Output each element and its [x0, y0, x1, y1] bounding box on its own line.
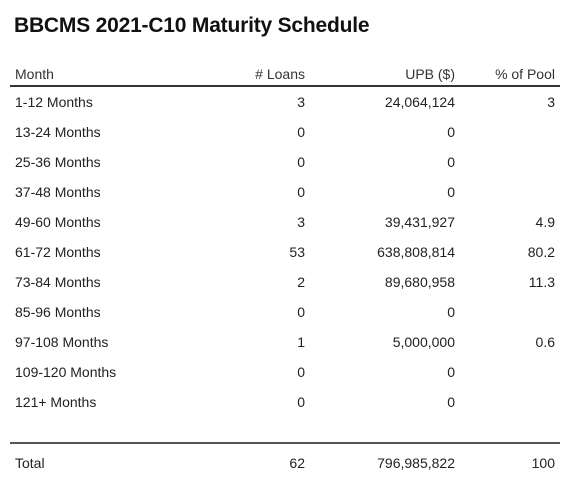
row-upb: 638,808,814	[377, 244, 455, 260]
maturity-table: Month # Loans UPB ($) % of Pool 1-12 Mon…	[10, 63, 560, 482]
row-loans: 0	[297, 394, 305, 410]
total-label: Total	[15, 455, 45, 471]
total-loans: 62	[289, 455, 305, 471]
row-loans: 0	[297, 124, 305, 140]
table-row: 121+ Months 0 0	[10, 387, 560, 417]
table-row: 97-108 Months 1 5,000,000 0.6	[10, 327, 560, 357]
row-loans: 2	[297, 274, 305, 290]
row-loans: 0	[297, 304, 305, 320]
row-upb: 0	[447, 124, 455, 140]
total-row: Total 62 796,985,822 100	[10, 444, 560, 482]
row-upb: 89,680,958	[384, 274, 455, 290]
table-row: 25-36 Months 0 0	[10, 147, 560, 177]
row-loans: 3	[297, 214, 305, 230]
column-header-month: Month	[15, 66, 54, 82]
row-month: 97-108 Months	[15, 334, 109, 350]
row-month: 49-60 Months	[15, 214, 101, 230]
row-upb: 0	[447, 394, 455, 410]
row-pool: 11.3	[528, 274, 555, 290]
row-upb: 0	[447, 364, 455, 380]
row-month: 121+ Months	[15, 394, 97, 410]
row-loans: 1	[297, 334, 305, 350]
row-month: 1-12 Months	[15, 94, 93, 110]
table-header: Month # Loans UPB ($) % of Pool	[10, 63, 560, 87]
table-row: 73-84 Months 2 89,680,958 11.3	[10, 267, 560, 297]
row-pool: 4.9	[535, 214, 555, 230]
row-month: 61-72 Months	[15, 244, 101, 260]
row-pool: 0.6	[535, 334, 555, 350]
table-row: 1-12 Months 3 24,064,124 3	[10, 87, 560, 117]
row-loans: 0	[297, 154, 305, 170]
table-row: 61-72 Months 53 638,808,814 80.2	[10, 237, 560, 267]
total-divider	[10, 442, 560, 444]
table-row: 109-120 Months 0 0	[10, 357, 560, 387]
row-upb: 5,000,000	[392, 334, 455, 350]
row-loans: 3	[297, 94, 305, 110]
column-header-upb: UPB ($)	[405, 66, 455, 82]
page-title: BBCMS 2021-C10 Maturity Schedule	[14, 14, 370, 37]
total-upb: 796,985,822	[377, 455, 455, 471]
row-upb: 39,431,927	[384, 214, 455, 230]
row-month: 109-120 Months	[15, 364, 117, 380]
table-row: 13-24 Months 0 0	[10, 117, 560, 147]
row-month: 85-96 Months	[15, 304, 101, 320]
row-loans: 53	[289, 244, 305, 260]
table-row: 37-48 Months 0 0	[10, 177, 560, 207]
row-month: 73-84 Months	[15, 274, 101, 290]
row-loans: 0	[297, 364, 305, 380]
row-upb: 0	[447, 154, 455, 170]
table-body: 1-12 Months 3 24,064,124 3 13-24 Months 0 0 25-…	[10, 87, 560, 417]
column-header-loans: # Loans	[255, 66, 305, 82]
row-upb: 0	[447, 184, 455, 200]
row-pool: 3	[547, 94, 555, 110]
row-month: 13-24 Months	[15, 124, 101, 140]
column-header-pool: % of Pool	[495, 66, 555, 82]
row-pool: 80.2	[527, 244, 555, 260]
row-month: 25-36 Months	[15, 154, 101, 170]
table-row: 85-96 Months 0 0	[10, 297, 560, 327]
total-pool: 100	[531, 455, 555, 471]
row-month: 37-48 Months	[15, 184, 101, 200]
row-loans: 0	[297, 184, 305, 200]
row-upb: 0	[447, 304, 455, 320]
row-upb: 24,064,124	[384, 94, 455, 110]
table-row: 49-60 Months 3 39,431,927 4.9	[10, 207, 560, 237]
